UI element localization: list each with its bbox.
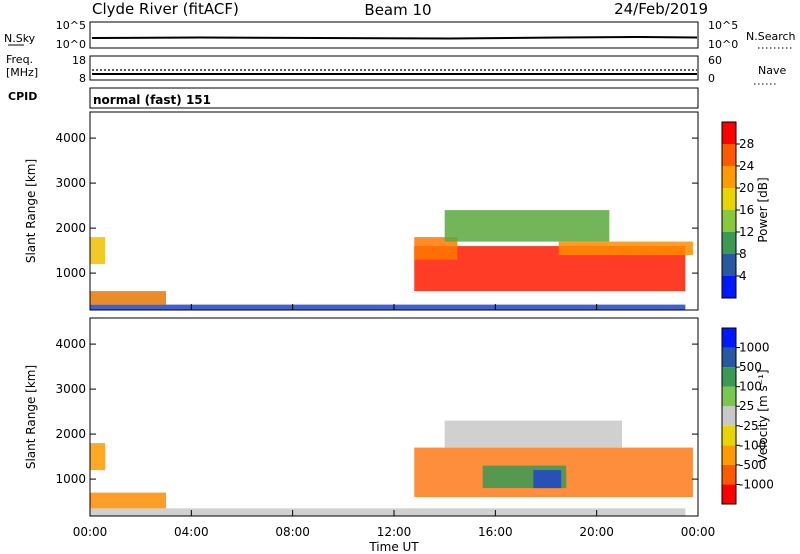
velocity-colorbar-swatch: [722, 367, 736, 387]
velocity-colorbar-tick-label: 500: [739, 360, 762, 374]
power-colorbar-swatch: [722, 122, 736, 144]
velocity-echo-region-6: [90, 443, 106, 471]
velocity-xtick-label: 00:00: [681, 525, 716, 539]
velocity-axes: 4000 3000 2000 1000 00:00 04:00 08:00 12:00 16:0…: [55, 337, 715, 539]
power-colorbar-tick-label: 24: [739, 159, 754, 173]
power-colorbar-swatch: [722, 210, 736, 232]
power-colorbar-label: Power [dB]: [756, 177, 770, 242]
freq-tick-bottom: 8: [79, 72, 86, 85]
freq-panel: Freq. [MHz] 18 8 60 0 Nave: [6, 53, 786, 85]
velocity-colorbar-label: Velocity [m s⁻¹]: [756, 369, 770, 462]
freq-label-1: Freq.: [6, 53, 33, 66]
nsky-label: N.Sky: [4, 32, 36, 45]
velocity-ytick-label: 2000: [55, 427, 86, 441]
freq-label-2: [MHz]: [6, 66, 38, 79]
power-colorbar-tick-label: 4: [739, 269, 747, 283]
velocity-colorbar-swatch: [722, 445, 736, 465]
velocity-colorbar-swatch: [722, 484, 736, 504]
velocity-echo-region-2: [533, 470, 562, 489]
nsky-tick-top: 10^5: [56, 19, 86, 32]
nave-tick-bottom: 0: [708, 72, 715, 85]
velocity-echo-region-5: [90, 492, 166, 509]
velocity-colorbar-tick-label: -25: [739, 419, 759, 433]
velocity-colorbar-swatch: [722, 425, 736, 446]
velocity-colorbar: Velocity [m s⁻¹] 1000 500 100 25 -25 -100 -500…: [721, 327, 774, 505]
x-axis-label: Time UT: [368, 540, 419, 554]
power-colorbar-tick-label: 20: [739, 181, 754, 195]
freq-frame: [89, 55, 699, 81]
velocity-ytick-label: 4000: [55, 337, 86, 351]
nsearch-label: N.Search: [746, 30, 796, 43]
nsky-tick-bottom: 10^0: [56, 38, 86, 51]
power-data-layer: [90, 210, 693, 310]
velocity-colorbar-tick-label: 1000: [739, 341, 770, 355]
velocity-colorbar-tick-label: 25: [739, 399, 754, 413]
power-colorbar-swatch: [722, 144, 736, 166]
power-ytick-label: 4000: [55, 131, 86, 145]
power-colorbar-swatch: [722, 166, 736, 188]
velocity-colorbar-swatch: [722, 328, 736, 348]
velocity-xtick-label: 04:00: [174, 525, 209, 539]
power-colorbar-tick-label: 8: [739, 247, 747, 261]
power-ylabel: Slant Range [km]: [24, 159, 38, 263]
velocity-colorbar-tick-label: -500: [739, 458, 766, 472]
power-echo-region-1: [414, 237, 458, 260]
power-colorbar-tick-label: 28: [739, 137, 754, 151]
power-echo-region-6: [90, 237, 106, 265]
velocity-xtick-label: 00:00: [73, 525, 108, 539]
velocity-colorbar-tick-label: -100: [739, 438, 766, 452]
nsky-panel: N.Sky 10^5 10^0 10^5 10^0 N.Search: [4, 19, 796, 51]
cpid-label: CPID: [8, 90, 37, 103]
date-title: 24/Feb/2019: [614, 0, 708, 18]
power-colorbar-swatch: [722, 232, 736, 254]
nsearch-tick-bottom: 10^0: [708, 38, 738, 51]
station-title: Clyde River (fitACF): [92, 0, 239, 18]
nsearch-tick-top: 10^5: [708, 19, 738, 32]
velocity-ylabel: Slant Range [km]: [24, 365, 38, 469]
velocity-colorbar-swatch: [722, 347, 736, 368]
power-colorbar-tick-label: 12: [739, 225, 754, 239]
velocity-colorbar-tick-label: -1000: [739, 477, 774, 491]
freq-tick-top: 18: [72, 54, 86, 67]
power-ytick-label: 3000: [55, 176, 86, 190]
velocity-ytick-label: 1000: [55, 472, 86, 486]
power-echo-region-3: [558, 241, 693, 256]
power-colorbar-swatch: [722, 188, 736, 210]
velocity-colorbar-tick-label: 100: [739, 380, 762, 394]
cpid-frame: [89, 87, 699, 109]
power-ytick-label: 2000: [55, 221, 86, 235]
nave-label: Nave: [758, 64, 786, 77]
velocity-frame: [89, 317, 699, 517]
nsky-frame: [89, 21, 699, 49]
power-colorbar: Power [dB] 28 24 20 16 12 8 4: [721, 121, 770, 299]
velocity-xtick-label: 20:00: [579, 525, 614, 539]
cpid-text: normal (fast) 151: [93, 93, 211, 107]
velocity-ytick-label: 3000: [55, 382, 86, 396]
power-colorbar-tick-label: 16: [739, 203, 754, 217]
power-frame: [89, 111, 699, 311]
power-colorbar-swatch: [722, 276, 736, 298]
power-echo-region-4: [90, 304, 686, 310]
velocity-xtick-label: 16:00: [478, 525, 513, 539]
velocity-data-layer: [90, 420, 693, 516]
power-colorbar-swatch: [722, 254, 736, 276]
power-echo-region-2: [444, 210, 610, 242]
velocity-colorbar-swatch: [722, 386, 736, 407]
velocity-xtick-label: 12:00: [377, 525, 412, 539]
power-ytick-label: 1000: [55, 266, 86, 280]
power-echo-region-5: [90, 291, 166, 305]
velocity-echo-region-3: [444, 420, 622, 448]
velocity-echo-region-4: [90, 508, 686, 516]
beam-title: Beam 10: [364, 1, 431, 19]
velocity-panel: 4000 3000 2000 1000 00:00 04:00 08:00 12:00 16:0…: [24, 317, 715, 554]
nsky-line: [91, 35, 698, 40]
velocity-colorbar-frame: [721, 327, 737, 505]
power-axes: 4000 3000 2000 1000: [55, 131, 699, 310]
nave-tick-top: 60: [708, 54, 722, 67]
velocity-colorbar-swatch: [722, 464, 736, 485]
velocity-xtick-label: 08:00: [275, 525, 310, 539]
velocity-colorbar-swatch: [722, 406, 736, 426]
power-panel: 4000 3000 2000 1000 Slant Range [km]: [24, 111, 699, 311]
